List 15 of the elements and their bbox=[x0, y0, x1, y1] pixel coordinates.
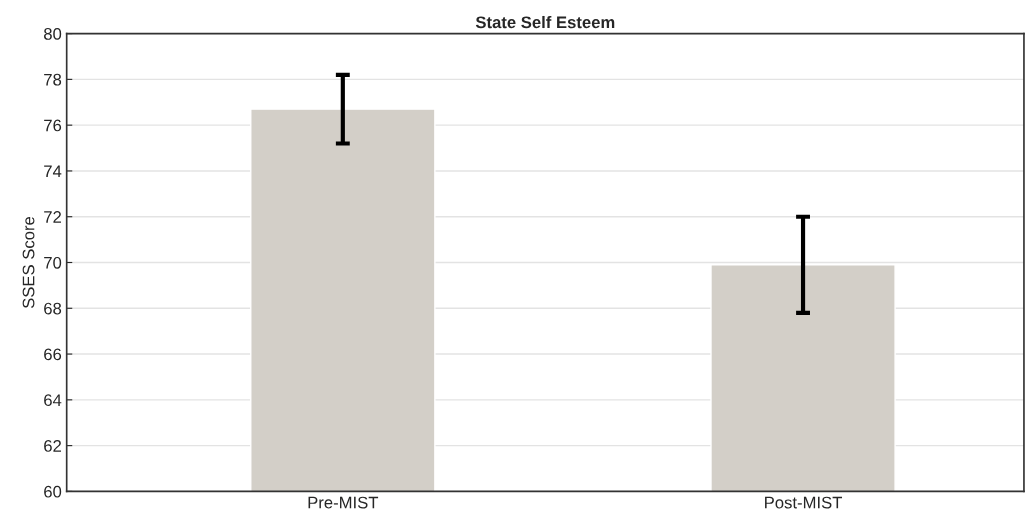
y-tick-label: 80 bbox=[44, 28, 62, 40]
y-tick-label: 76 bbox=[44, 119, 62, 132]
y-tick-label: 70 bbox=[44, 256, 62, 269]
y-tick-label: 66 bbox=[44, 348, 62, 361]
y-tick-label: 64 bbox=[44, 394, 62, 407]
y-tick-label: 78 bbox=[44, 73, 62, 86]
x-tick-label: Post-MIST bbox=[765, 496, 843, 509]
y-tick-label: 68 bbox=[44, 302, 62, 315]
chart-title: State Self Esteem bbox=[475, 15, 615, 29]
y-tick-label: 74 bbox=[44, 165, 62, 177]
y-axis-title: SSES Score bbox=[22, 216, 35, 309]
y-tick-label: 60 bbox=[44, 485, 62, 498]
y-tick-label: 62 bbox=[44, 440, 61, 452]
x-tick-label: Pre-MIST bbox=[308, 496, 379, 509]
y-tick-label: 72 bbox=[44, 211, 61, 223]
